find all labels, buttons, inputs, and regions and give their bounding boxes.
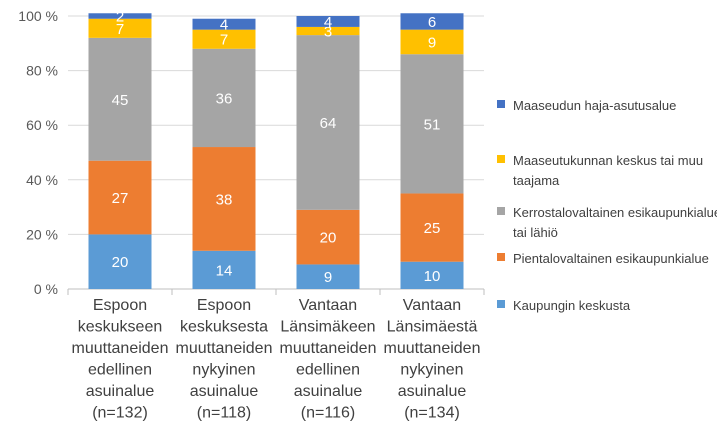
legend-label: tai lähiö [513,225,558,240]
bar-segment [192,29,256,49]
x-category-label: muuttaneiden [176,340,273,357]
bar-segment [400,13,464,30]
bar-segment [192,147,256,251]
x-category-label: edellinen [88,362,152,379]
legend-label: Maaseutukunnan keskus tai muu [513,153,703,168]
bar-segment [296,16,360,27]
legend-swatch [497,300,505,308]
data-label: 4 [324,14,332,31]
bar-segment [400,54,464,194]
x-category-label: (n=132) [92,405,148,422]
x-category-label: (n=116) [301,405,355,422]
data-label: 14 [216,262,233,279]
bar-segment [88,18,152,38]
bar-segment [400,261,464,289]
y-tick-label: 60 % [26,117,58,133]
bar-segment [88,13,152,19]
data-label: 7 [220,32,228,49]
x-category-label: nykyinen [400,362,463,379]
x-category-label: Espoon [197,297,251,314]
x-category-label: keskuksesta [180,319,268,336]
data-label: 3 [324,24,332,41]
data-label: 7 [116,21,124,38]
x-category-label: Vantaan [403,297,461,314]
y-tick-label: 0 % [34,281,58,297]
bar-segment [400,193,464,262]
x-category-label: asuinalue [86,383,155,400]
legend-swatch [497,253,505,261]
x-category-label: asuinalue [398,383,467,400]
legend-label: Maaseudun haja-asutusalue [513,98,676,113]
data-label: 20 [112,254,129,271]
data-label: 38 [216,191,233,208]
bar-segment [400,29,464,55]
x-category-label: (n=134) [404,405,460,422]
x-category-label: Vantaan [299,297,357,314]
data-label: 2 [116,9,124,26]
y-tick-label: 100 % [18,8,58,24]
x-category-label: muuttaneiden [72,340,169,357]
bar-segment [296,35,360,210]
legend-swatch [497,100,505,108]
legend-swatch [497,207,505,215]
x-category-label: muuttaneiden [384,340,481,357]
data-label: 20 [320,230,337,247]
data-label: 4 [220,17,228,34]
legend-label: Kerrostalovaltainen esikaupunkialue [513,205,717,220]
bar-segment [88,37,152,161]
y-tick-label: 20 % [26,226,58,242]
legend-swatch [497,155,505,163]
bar-segment [296,209,360,265]
data-label: 27 [112,190,129,207]
data-label: 9 [428,34,436,51]
y-tick-label: 80 % [26,63,58,79]
data-label: 51 [424,116,441,133]
x-category-label: muuttaneiden [280,340,377,357]
data-label: 36 [216,90,233,107]
x-category-label: Länsimäkeen [280,319,375,336]
data-label: 64 [320,115,337,132]
data-label: 25 [424,220,441,237]
data-label: 45 [112,92,129,109]
bar-segment [192,18,256,30]
data-label: 6 [428,14,436,31]
x-category-label: keskukseen [78,319,163,336]
bar-segment [192,48,256,148]
bar-segment [296,264,360,289]
bar-segment [88,160,152,235]
data-label: 9 [324,269,332,286]
x-category-label: Länsimäestä [387,319,478,336]
x-category-label: nykyinen [192,362,255,379]
y-tick-label: 40 % [26,172,58,188]
x-category-label: asuinalue [190,383,259,400]
bar-segment [296,26,360,36]
x-category-label: asuinalue [294,383,363,400]
legend-label: Pientalovaltainen esikaupunkialue [513,251,709,266]
legend-label: Kaupungin keskusta [513,298,631,313]
x-category-label: (n=118) [197,405,251,422]
data-label: 10 [424,268,441,285]
x-category-label: Espoon [93,297,147,314]
bar-segment [192,250,256,289]
bar-segment [88,234,152,289]
legend-label: taajama [513,173,560,188]
x-category-label: edellinen [296,362,360,379]
